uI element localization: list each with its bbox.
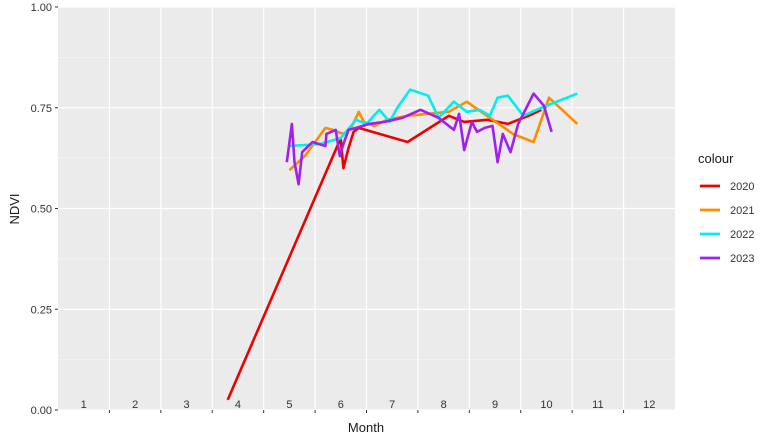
- y-tick-label: 1.00: [31, 2, 52, 14]
- x-tick-label-month: 9: [492, 399, 498, 411]
- x-tick-label-month: 7: [389, 399, 395, 411]
- x-tick-labels: 1 2 3 4 5 6 7 8 9 10 11 12: [81, 399, 656, 411]
- x-tick-label-month: 2: [132, 399, 138, 411]
- legend-label-2021: 2021: [730, 205, 754, 217]
- y-axis-title: NDVI: [7, 193, 22, 224]
- x-tick-label-month: 11: [592, 399, 603, 411]
- y-tick-label: 0.25: [31, 304, 52, 316]
- y-tick-label: 0.75: [31, 103, 52, 115]
- y-tick-label: 0.00: [31, 405, 52, 417]
- x-tick-label-month: 6: [338, 399, 344, 411]
- x-tick-label-month: 1: [81, 399, 87, 411]
- legend-label-2022: 2022: [730, 229, 754, 241]
- axis-ticks: [55, 6, 625, 413]
- y-tick-label: 0.50: [31, 204, 52, 216]
- y-tick-labels: 0.00 0.25 0.50 0.75 1.00: [31, 2, 52, 417]
- series-line-2023: [285, 92, 553, 186]
- legend-title: colour: [698, 151, 734, 166]
- x-tick-label-month: 10: [540, 399, 552, 411]
- x-tick-label-month: 4: [235, 399, 241, 411]
- legend-label-2020: 2020: [730, 181, 754, 193]
- x-axis-title: Month: [348, 420, 384, 435]
- series-line-2020: [226, 108, 542, 401]
- legend-label-2023: 2023: [730, 253, 754, 265]
- series-lines: [226, 88, 579, 401]
- legend: colour 2020 2021 2022 2023: [698, 151, 754, 265]
- x-tick-label-month: 12: [643, 399, 655, 411]
- gridlines: [58, 6, 675, 411]
- x-tick-label-month: 8: [441, 399, 447, 411]
- x-tick-label-month: 3: [183, 399, 189, 411]
- series-line-2022: [289, 88, 578, 148]
- x-tick-label-month: 5: [286, 399, 292, 411]
